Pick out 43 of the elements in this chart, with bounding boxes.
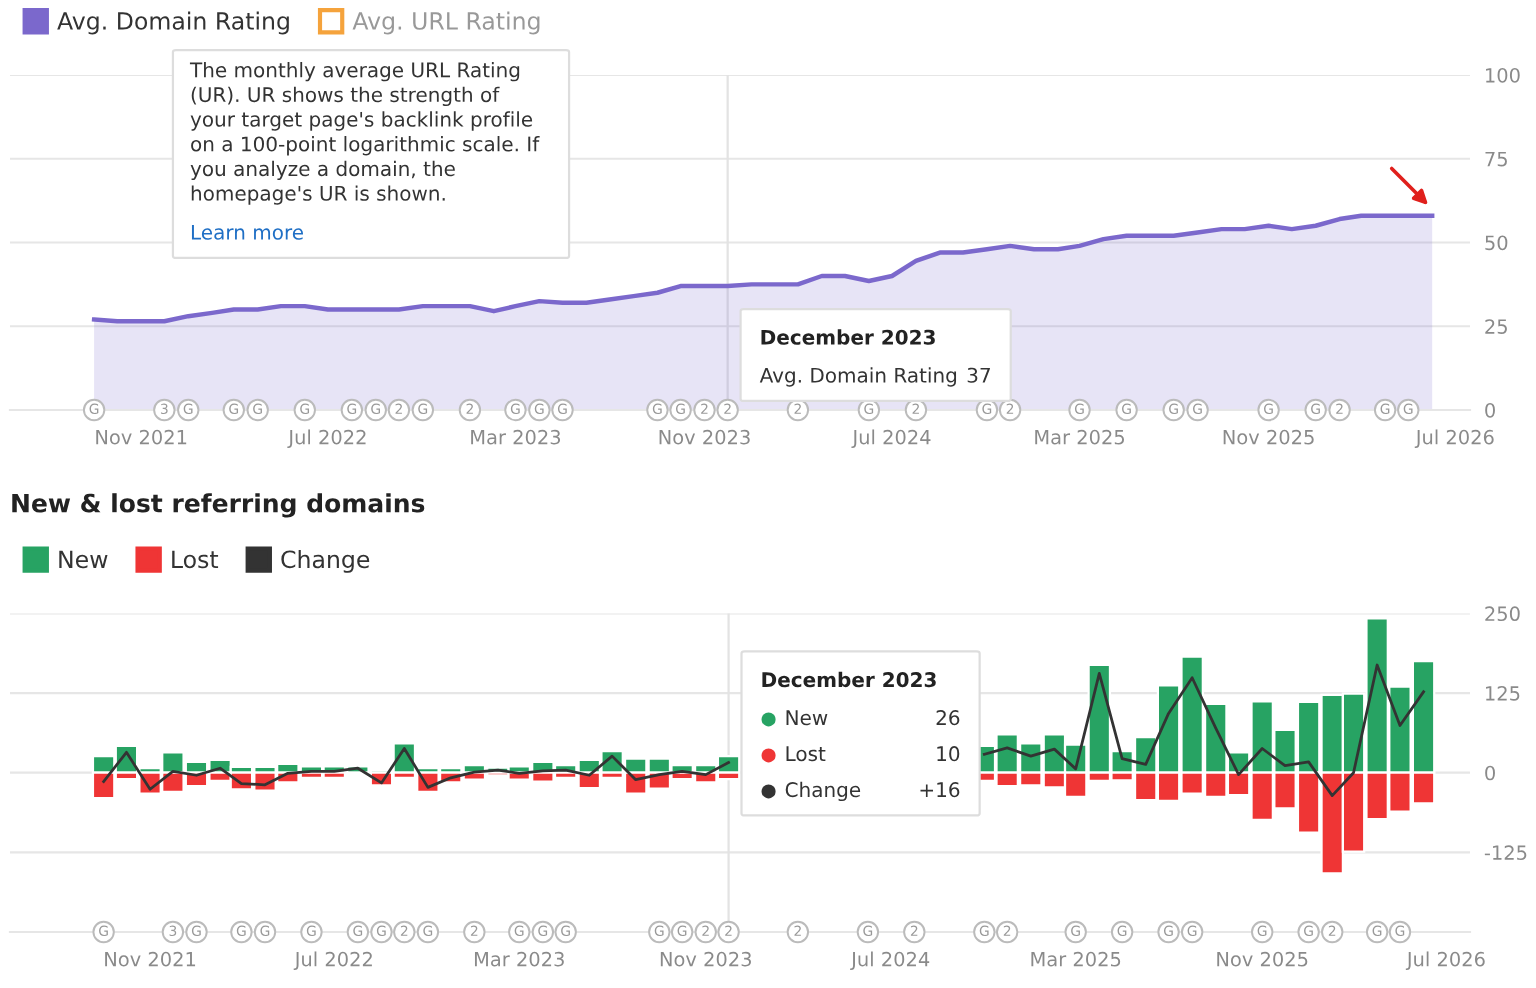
annotation: Learn more: [191, 224, 303, 240]
x-tick-label: Mar 2025: [1035, 429, 1125, 445]
legend-label: Avg. Domain Rating: [57, 11, 289, 35]
annotation: 37: [967, 367, 990, 383]
chart-title: New & lost referring domains: [12, 493, 425, 518]
annotation: Avg. Domain Rating: [759, 367, 957, 387]
annotation: 26: [936, 710, 960, 726]
annotation: December 2023: [762, 671, 936, 688]
y-tick-label: 125: [1486, 686, 1520, 701]
y-tick-label: 0: [1485, 402, 1495, 418]
y-tick-label: 50: [1485, 235, 1508, 251]
x-tick-label: Nov 2023: [659, 429, 750, 445]
x-tick-label: Jul 2024: [851, 429, 931, 449]
y-tick-label: 0: [1485, 765, 1495, 781]
annotation: +16: [920, 782, 960, 798]
legend-label: New: [59, 550, 108, 569]
annotation: 10: [937, 746, 960, 762]
legend-label: Lost: [172, 550, 219, 569]
y-tick-label: -125: [1484, 845, 1527, 861]
y-tick-label: 100: [1486, 67, 1520, 83]
x-tick-label: Mar 2025: [1031, 951, 1121, 967]
x-tick-label: Nov 2021: [105, 951, 196, 967]
x-tick-label: Jul 2022: [293, 951, 372, 971]
legend-label: Avg. URL Rating: [352, 11, 540, 35]
x-tick-label: Mar 2023: [474, 951, 564, 967]
annotation: Lost: [786, 746, 826, 762]
legend-label: Change: [281, 549, 370, 573]
y-tick-label: 250: [1485, 606, 1520, 622]
annotation: Change: [785, 781, 861, 802]
x-tick-label: Jul 2022: [287, 429, 366, 449]
x-tick-label: Nov 2025: [1223, 429, 1314, 445]
x-tick-label: Jul 2024: [850, 951, 930, 971]
y-tick-label: 75: [1485, 151, 1507, 167]
annotation: New: [786, 710, 828, 726]
y-tick-label: 25: [1485, 319, 1507, 334]
x-tick-label: Nov 2023: [660, 951, 751, 967]
annotation: The monthly average URL Rating (UR). UR shows the strength of your target page's backlink profile on a 100-point logarithmic scale. If you analyze a domain, the homepage's UR is shown.: [189, 62, 540, 205]
x-tick-label: Jul 2026: [1414, 429, 1494, 449]
annotation: December 2023: [761, 329, 935, 345]
x-tick-label: Jul 2026: [1405, 951, 1485, 971]
x-tick-label: Nov 2025: [1217, 951, 1308, 967]
x-tick-label: Nov 2021: [96, 429, 187, 445]
x-tick-label: Mar 2023: [471, 429, 561, 445]
